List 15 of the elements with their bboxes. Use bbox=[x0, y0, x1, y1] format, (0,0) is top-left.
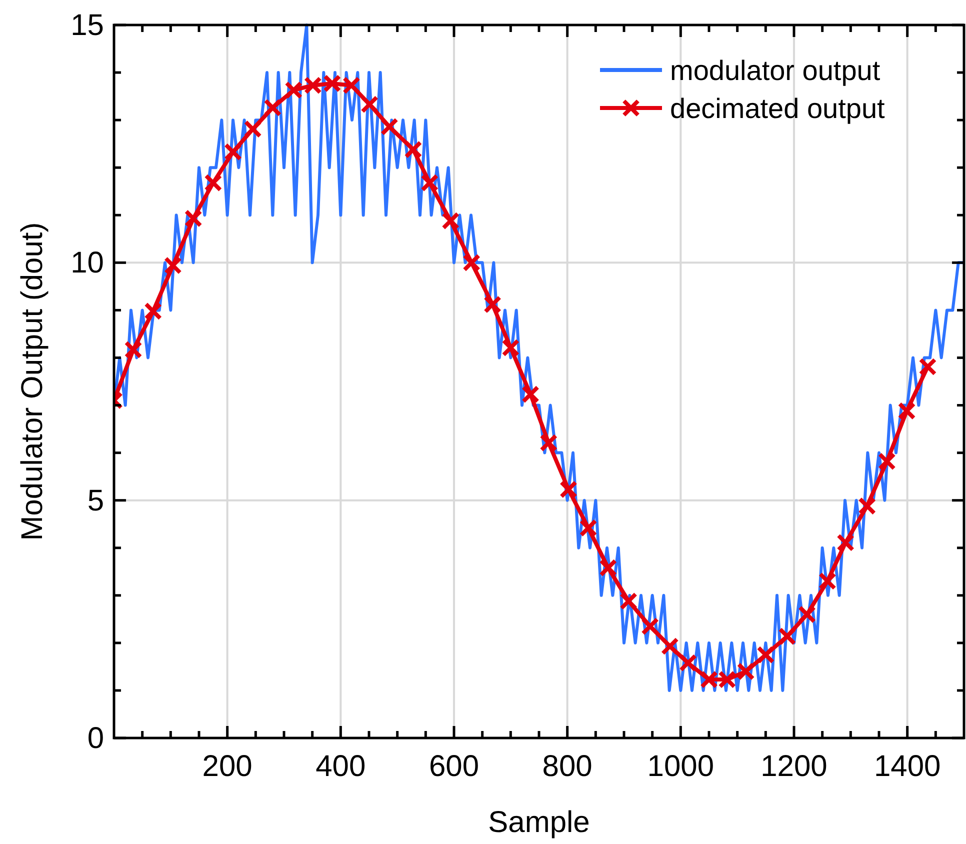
y-axis-title: Modulator Output (dout) bbox=[16, 222, 49, 541]
y-tick-label: 0 bbox=[87, 722, 104, 755]
y-tick-label: 15 bbox=[70, 9, 104, 42]
y-tick-label: 5 bbox=[87, 484, 104, 518]
x-tick-label: 1400 bbox=[874, 750, 941, 783]
x-tick-label: 1200 bbox=[760, 750, 828, 783]
x-tick-label: 400 bbox=[316, 750, 366, 783]
x-tick-label: 600 bbox=[428, 750, 480, 783]
legend-label: modulator output bbox=[670, 55, 880, 86]
x-tick-label: 1000 bbox=[647, 750, 714, 783]
x-tick-label: 800 bbox=[542, 750, 592, 783]
legend-label: decimated output bbox=[670, 93, 886, 124]
x-tick-label: 200 bbox=[202, 750, 252, 783]
y-tick-label: 10 bbox=[70, 246, 104, 280]
x-axis-title: Sample bbox=[488, 806, 590, 839]
